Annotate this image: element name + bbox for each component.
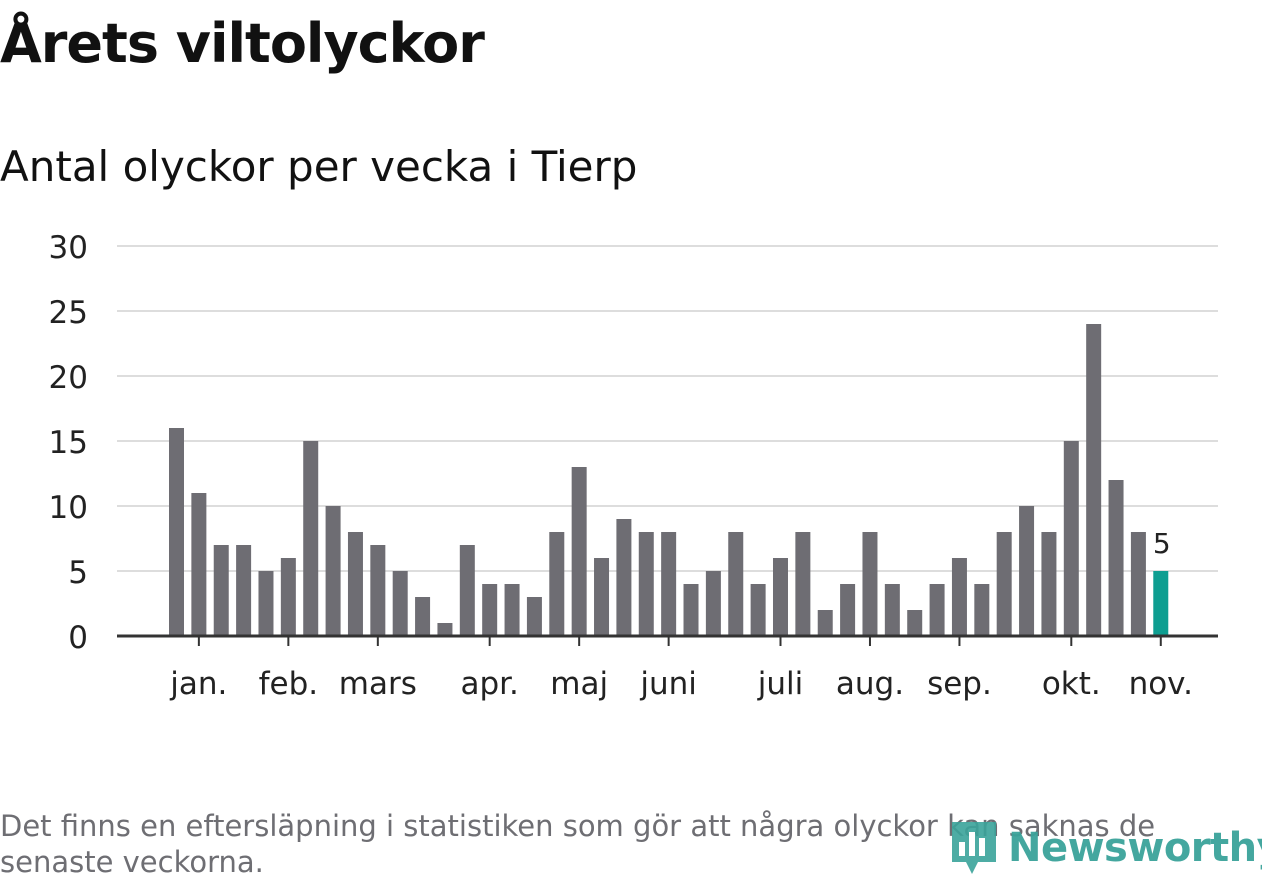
bar — [750, 584, 766, 636]
bar — [303, 441, 319, 636]
bar-highlight — [1153, 571, 1169, 636]
y-axis-ticks: 0 5 10 15 20 25 30 — [49, 230, 88, 656]
chart-title: Årets viltolyckor — [0, 12, 485, 75]
bar — [459, 545, 475, 636]
bar — [661, 532, 677, 636]
bar — [213, 545, 229, 636]
bar — [1086, 324, 1102, 636]
x-tick-label: maj — [550, 666, 608, 702]
x-tick-label: juni — [639, 666, 697, 702]
x-tick-label: nov. — [1129, 666, 1193, 702]
bar — [370, 545, 386, 636]
y-tick-label: 0 — [68, 620, 88, 656]
y-tick-label: 25 — [49, 295, 88, 331]
bar — [772, 558, 788, 636]
bar — [929, 584, 945, 636]
bar — [1063, 441, 1079, 636]
bar — [236, 545, 252, 636]
bar — [884, 584, 900, 636]
x-tick-label: juli — [757, 666, 804, 702]
x-tick-label: jan. — [169, 666, 227, 702]
bar — [907, 610, 923, 636]
x-tick-label: feb. — [259, 666, 319, 702]
newsworthy-logo: Newsworthy — [948, 818, 1262, 878]
bar — [347, 532, 363, 636]
bar — [482, 584, 498, 636]
y-tick-label: 30 — [49, 230, 88, 266]
x-tick-label: aug. — [836, 666, 904, 702]
bar — [594, 558, 610, 636]
data-labels: 5 — [1153, 527, 1171, 560]
bar — [325, 506, 341, 636]
bar-chart: 0 5 10 15 20 25 30 jan. feb. mars apr. maj juni juli… — [49, 230, 1218, 702]
logo-text: Newsworthy — [1008, 825, 1262, 871]
chart-subtitle: Antal olyckor per vecka i Tierp — [0, 142, 638, 191]
y-tick-label: 15 — [49, 425, 88, 461]
bar — [728, 532, 744, 636]
bar — [504, 584, 520, 636]
bar — [415, 597, 431, 636]
y-tick-label: 10 — [49, 490, 88, 526]
bar — [549, 532, 565, 636]
x-tick-label: sep. — [927, 666, 992, 702]
x-tick-label: okt. — [1042, 666, 1101, 702]
x-tick-label: apr. — [460, 666, 518, 702]
bar — [683, 584, 699, 636]
bar — [191, 493, 207, 636]
bar — [571, 467, 587, 636]
bar — [169, 428, 184, 636]
gridlines — [117, 245, 1218, 572]
bar — [1019, 506, 1035, 636]
bar — [526, 597, 542, 636]
bar — [974, 584, 990, 636]
bar — [996, 532, 1012, 636]
bar — [616, 519, 632, 636]
bar — [392, 571, 408, 636]
bar — [1130, 532, 1146, 636]
bar — [638, 532, 654, 636]
bar — [840, 584, 856, 636]
x-tick-label: mars — [339, 666, 417, 702]
bar — [951, 558, 967, 636]
bars — [169, 324, 1169, 636]
bar — [258, 571, 274, 636]
y-tick-label: 5 — [68, 555, 88, 591]
bar-chart-speech-bubble-icon — [952, 822, 996, 874]
y-tick-label: 20 — [49, 360, 88, 396]
bar — [1041, 532, 1057, 636]
bar — [862, 532, 878, 636]
x-axis-ticks: jan. feb. mars apr. maj juni juli aug. sep. okt. n… — [169, 636, 1193, 702]
bar — [795, 532, 811, 636]
bar — [280, 558, 296, 636]
bar — [1108, 480, 1124, 636]
data-label-last: 5 — [1153, 527, 1171, 560]
bar — [705, 571, 721, 636]
bar — [437, 623, 453, 636]
bar — [817, 610, 833, 636]
